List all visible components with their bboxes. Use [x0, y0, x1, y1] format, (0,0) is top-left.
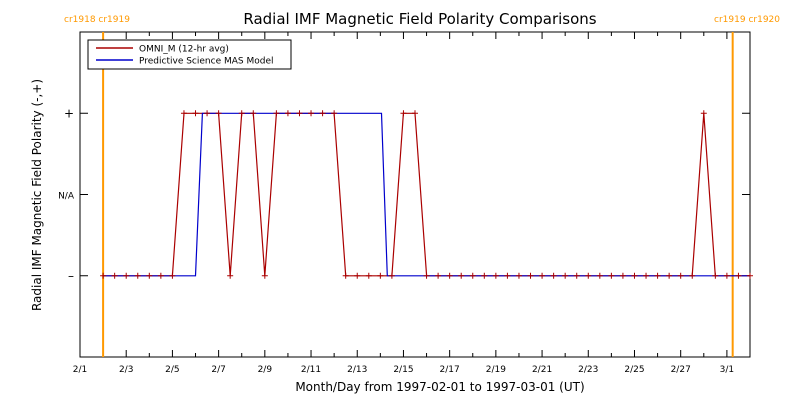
- data-point: [446, 272, 453, 279]
- data-point: [573, 272, 580, 279]
- data-point: [469, 272, 476, 279]
- chart-legend: OMNI_M (12-hr avg) Predictive Science MAS…: [87, 39, 292, 70]
- data-point: [700, 110, 707, 117]
- carrington-marker-label: cr1919 cr1920: [714, 15, 780, 25]
- data-point: [619, 272, 626, 279]
- x-tick-label: 3/1: [720, 365, 734, 375]
- data-point: [435, 272, 442, 279]
- series-line-1: [103, 112, 750, 277]
- carrington-rotation-markers: cr1918 cr1919 cr1919 cr1920: [64, 15, 780, 357]
- data-point: [689, 272, 696, 279]
- y-axis-label: Radial IMF Magnetic Field Polarity (-,+): [30, 79, 44, 311]
- data-point: [169, 272, 176, 279]
- data-point: [123, 272, 130, 279]
- data-point: [562, 272, 569, 279]
- data-point: [527, 272, 534, 279]
- data-point: [596, 272, 603, 279]
- data-point: [157, 272, 164, 279]
- data-point: [354, 272, 361, 279]
- x-tick-label: 2/13: [347, 365, 367, 375]
- x-tick-label: 2/19: [486, 365, 506, 375]
- x-tick-label: 2/5: [165, 365, 179, 375]
- x-tick-label: 2/3: [119, 365, 133, 375]
- data-point: [631, 272, 638, 279]
- data-point: [550, 272, 557, 279]
- data-point: [712, 272, 719, 279]
- data-point: [377, 272, 384, 279]
- y-tick-label: +: [64, 106, 74, 120]
- x-tick-label: 2/9: [258, 365, 273, 375]
- x-tick-labels: 2/1 2/3 2/5 2/7 2/9 2/11 2/13 2/15 2/17 2/19 2/21 2…: [73, 365, 734, 375]
- x-tick-label: 2/17: [440, 365, 460, 375]
- y-tick-label: –: [68, 269, 74, 283]
- x-tick-label: 2/7: [211, 365, 225, 375]
- data-point: [238, 110, 245, 117]
- plot-area: [79, 31, 751, 358]
- data-point: [215, 110, 222, 117]
- data-point: [539, 272, 546, 279]
- data-point: [747, 272, 753, 279]
- data-point: [204, 110, 211, 117]
- data-point: [735, 272, 742, 279]
- x-tick-label: 2/15: [393, 365, 413, 375]
- legend-box: [87, 39, 292, 70]
- data-point: [458, 272, 465, 279]
- data-point: [585, 272, 592, 279]
- series-lines: [103, 112, 750, 277]
- data-point: [134, 272, 141, 279]
- data-point: [643, 272, 650, 279]
- data-point: [273, 110, 280, 117]
- data-point: [723, 272, 730, 279]
- x-tick-label: 2/21: [532, 365, 552, 375]
- data-point: [515, 272, 522, 279]
- data-point: [111, 272, 118, 279]
- series-line-0: [103, 112, 750, 277]
- data-point: [250, 110, 257, 117]
- data-point: [227, 272, 234, 279]
- x-tick-label: 2/1: [73, 365, 87, 375]
- data-point: [423, 272, 430, 279]
- data-point: [608, 272, 615, 279]
- x-tick-label: 2/25: [624, 365, 644, 375]
- data-point: [192, 110, 199, 117]
- data-point: [492, 272, 499, 279]
- x-tick-label: 2/11: [301, 365, 321, 375]
- legend-label: Predictive Science MAS Model: [139, 57, 274, 67]
- plot-border: [79, 31, 751, 358]
- data-point: [400, 110, 407, 117]
- data-point: [146, 272, 153, 279]
- data-point: [308, 110, 315, 117]
- y-tick-labels: + N/A –: [58, 106, 75, 283]
- chart-title: Radial IMF Magnetic Field Polarity Compa…: [243, 10, 596, 28]
- x-tick-label: 2/27: [671, 365, 691, 375]
- data-point: [319, 110, 326, 117]
- carrington-marker-label: cr1918 cr1919: [64, 15, 130, 25]
- data-point: [677, 272, 684, 279]
- x-tick-label: 2/23: [578, 365, 598, 375]
- data-point: [412, 110, 418, 117]
- x-axis-label: Month/Day from 1997-02-01 to 1997-03-01 …: [295, 380, 584, 394]
- data-point: [261, 272, 268, 279]
- data-point: [654, 272, 661, 279]
- data-point: [388, 272, 395, 279]
- axis-ticks: [79, 32, 751, 357]
- data-point: [481, 272, 488, 279]
- series-markers: [100, 110, 753, 279]
- legend-label: OMNI_M (12-hr avg): [139, 45, 229, 55]
- data-point: [504, 272, 511, 279]
- data-point: [331, 110, 338, 117]
- data-point: [100, 272, 107, 279]
- y-tick-label: N/A: [58, 192, 75, 202]
- data-point: [284, 110, 291, 117]
- data-point: [365, 272, 372, 279]
- data-point: [342, 272, 349, 279]
- data-point: [180, 110, 187, 117]
- data-point: [296, 110, 303, 117]
- data-point: [666, 272, 673, 279]
